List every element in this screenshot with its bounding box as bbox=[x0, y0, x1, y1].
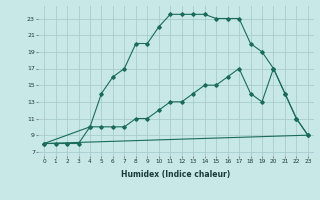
X-axis label: Humidex (Indice chaleur): Humidex (Indice chaleur) bbox=[121, 170, 231, 179]
